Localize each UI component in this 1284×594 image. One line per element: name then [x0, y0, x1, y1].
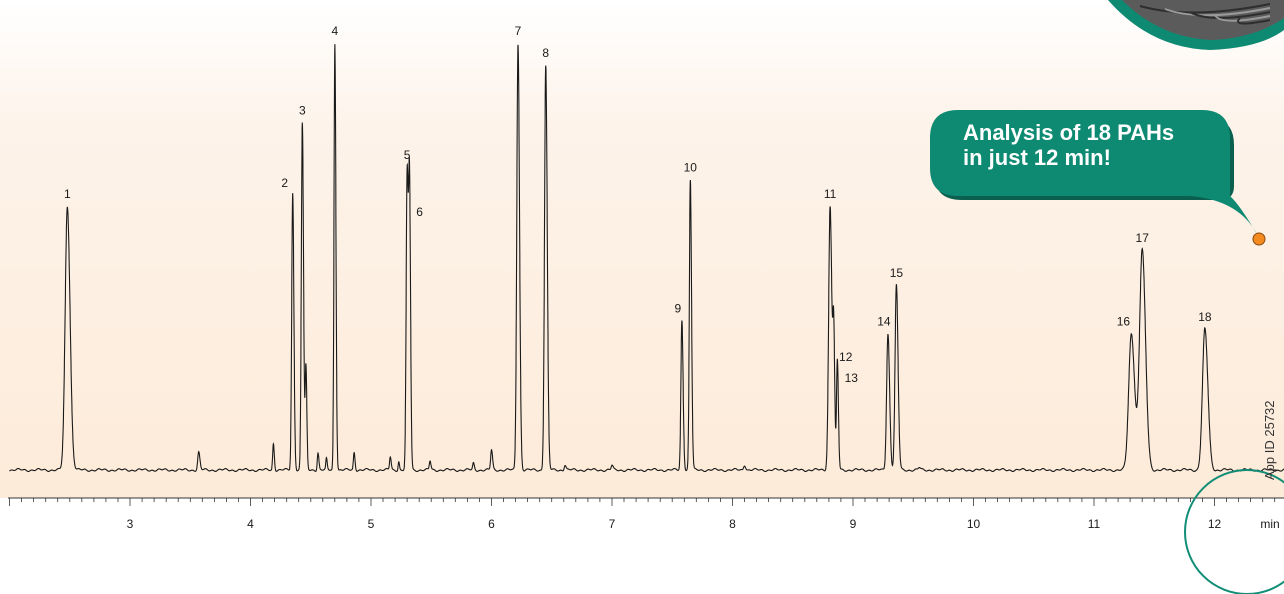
photo-texture-line: [1189, 11, 1271, 19]
plot-background: [0, 0, 1284, 498]
peak-label-14: 14: [877, 315, 891, 329]
photo-texture-line: [1164, 7, 1271, 17]
peak-label-12: 12: [839, 350, 853, 364]
peak-label-9: 9: [675, 301, 682, 315]
callout-text: Analysis of 18 PAHs in just 12 min!: [963, 120, 1213, 170]
x-tick-label-7: 7: [609, 517, 616, 531]
peak-label-5: 5: [404, 148, 411, 162]
callout-line-2: in just 12 min!: [963, 145, 1111, 170]
column-photo-corner: [1108, 0, 1284, 50]
app-id-label: App ID 25732: [1262, 400, 1277, 480]
x-tick-label-10: 10: [967, 517, 981, 531]
peak-label-17: 17: [1136, 231, 1150, 245]
x-tick-label-9: 9: [850, 517, 857, 531]
x-tick-label-3: 3: [127, 517, 134, 531]
callout-body: [930, 110, 1230, 196]
peak-label-8: 8: [542, 46, 549, 60]
photo-texture-line: [1237, 17, 1271, 25]
x-tick-label-4: 4: [247, 517, 254, 531]
callout-bubble: [930, 110, 1266, 246]
peak-label-3: 3: [299, 103, 306, 117]
peak-label-16: 16: [1117, 315, 1131, 329]
x-tick-label-12: 12: [1208, 517, 1222, 531]
peak-label-4: 4: [332, 24, 339, 38]
callout-dot: [1252, 232, 1266, 246]
peak-label-13: 13: [845, 371, 859, 385]
peak-label-2: 2: [281, 176, 288, 190]
x-tick-label-6: 6: [488, 517, 495, 531]
x-axis-unit-label: min: [1260, 517, 1279, 531]
peak-label-11: 11: [824, 187, 837, 201]
x-tick-label-8: 8: [729, 517, 736, 531]
peak-label-10: 10: [684, 161, 698, 175]
peak-label-15: 15: [890, 266, 904, 280]
decorative-circle: [1184, 469, 1284, 594]
x-tick-label-11: 11: [1088, 517, 1101, 531]
photo-texture-line: [1139, 3, 1271, 14]
peak-label-18: 18: [1198, 310, 1212, 324]
peak-label-7: 7: [515, 24, 522, 38]
callout-line-1: Analysis of 18 PAHs: [963, 120, 1175, 145]
trace-layer: [9, 44, 1284, 473]
x-axis: 3 4 5 6 7 8 9 10 11 12 min: [8, 497, 1284, 531]
callout-tail: [1190, 196, 1258, 236]
peak-label-6: 6: [416, 205, 423, 219]
peak-label-1: 1: [64, 187, 71, 201]
photo-texture-line: [1214, 14, 1271, 22]
x-tick-label-5: 5: [368, 517, 375, 531]
chromatogram-trace: [9, 44, 1284, 473]
